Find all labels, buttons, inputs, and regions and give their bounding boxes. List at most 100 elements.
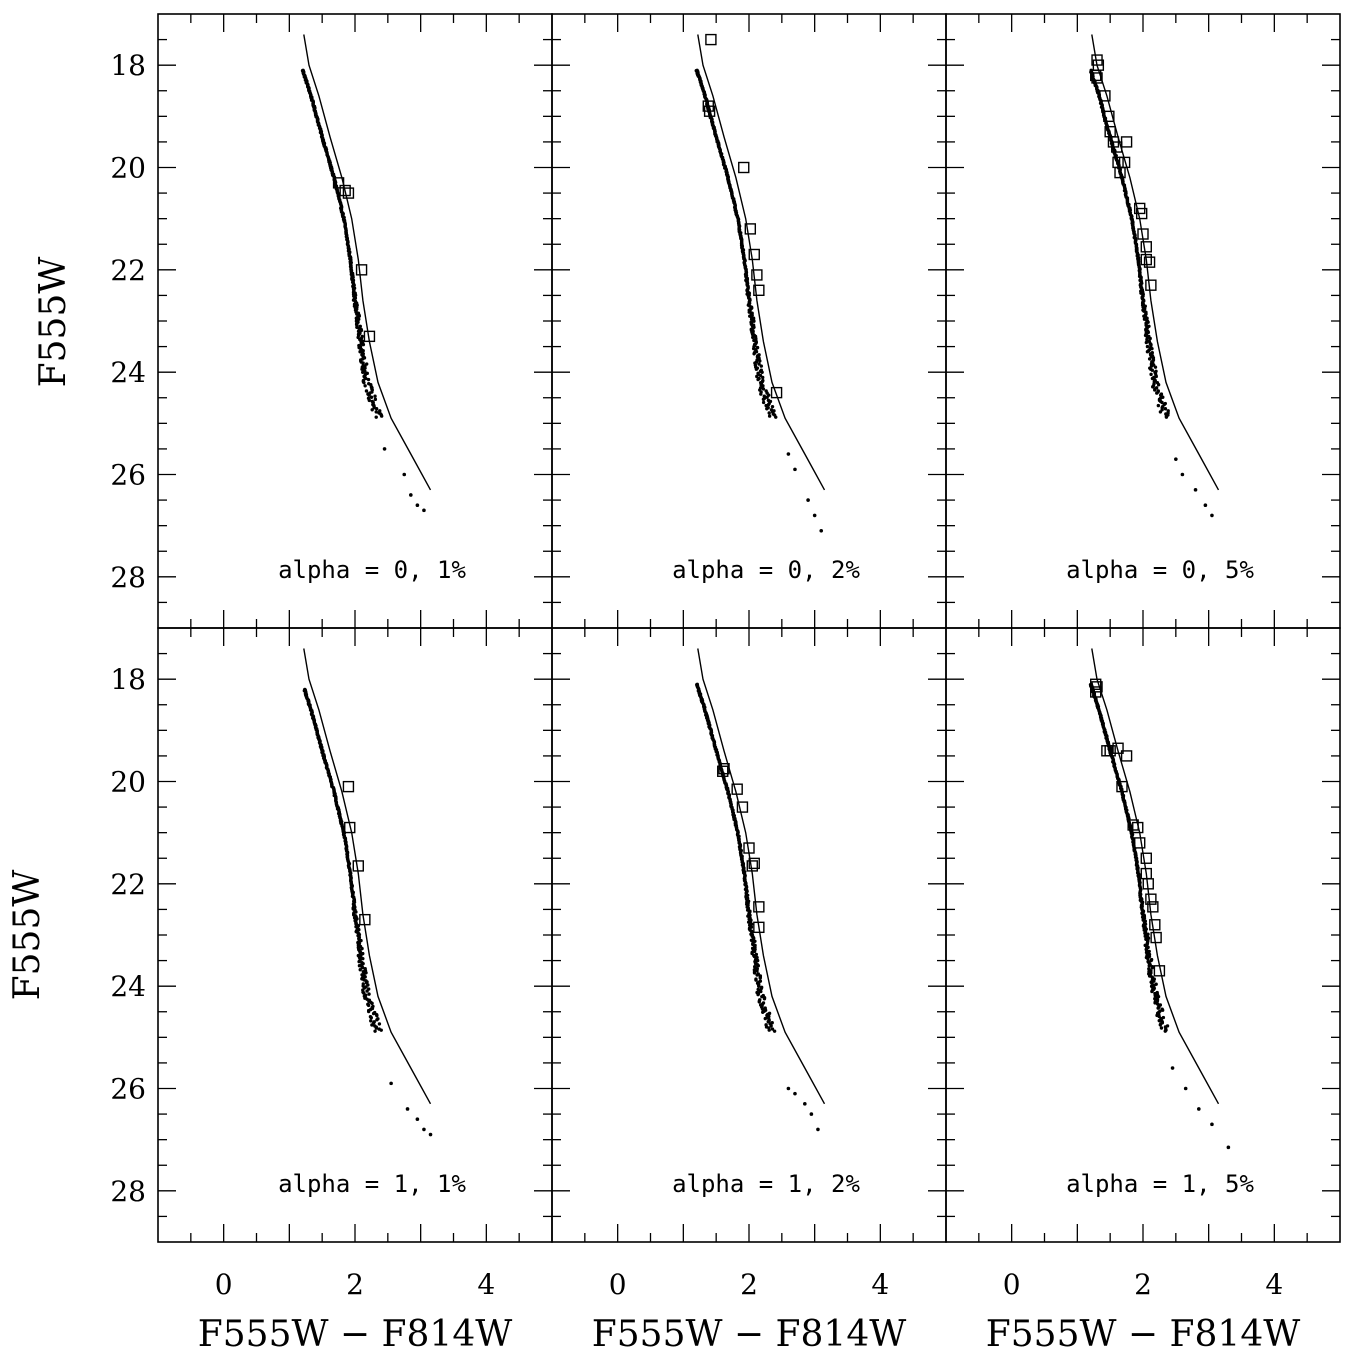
y-tick-label: 20	[110, 766, 146, 799]
star-point	[1164, 415, 1169, 419]
binary-square	[736, 801, 749, 813]
star-point	[361, 342, 366, 347]
x-tick-label: 4	[477, 1268, 495, 1301]
star-point	[1144, 340, 1149, 345]
panel-label: alpha = 1, 2%	[672, 1170, 860, 1198]
star-point	[765, 395, 769, 399]
star-point	[405, 1107, 410, 1111]
panel-label: alpha = 1, 1%	[278, 1170, 466, 1198]
star-point	[363, 384, 367, 388]
panel-frame	[157, 627, 553, 1243]
binary-square	[743, 842, 755, 854]
star-point	[357, 963, 362, 968]
star-point	[761, 400, 766, 405]
star-point	[754, 367, 759, 371]
star-point	[757, 984, 761, 989]
y-tick-label: 22	[110, 868, 146, 901]
star-point	[363, 975, 367, 979]
binary-square	[1145, 893, 1157, 905]
star-point	[1226, 1145, 1231, 1150]
star-point	[752, 954, 757, 959]
binary-square	[1090, 686, 1102, 698]
star-point	[365, 989, 369, 993]
star-point	[371, 1011, 376, 1016]
panel-frame	[945, 627, 1341, 1243]
binary-square	[1140, 241, 1152, 253]
star-point	[366, 1003, 371, 1008]
binary-square	[1150, 931, 1162, 944]
star-point	[367, 393, 371, 397]
x-tick-label: 2	[346, 1268, 364, 1301]
star-point	[793, 467, 797, 472]
star-point	[747, 310, 751, 314]
star-point	[765, 407, 769, 411]
axis-labels: F555W F555W F555W − F814W F555W − F814W …	[7, 257, 1300, 1355]
y-tick-label: 18	[110, 49, 146, 82]
star-point	[809, 1112, 814, 1116]
binary-square	[1090, 69, 1102, 82]
star-point	[752, 971, 757, 975]
binary-square	[1120, 750, 1133, 762]
star-point	[358, 968, 362, 972]
star-point	[1150, 966, 1155, 970]
star-point	[370, 1001, 374, 1006]
binary-square	[359, 913, 371, 926]
star-point	[422, 508, 426, 513]
star-point	[366, 377, 371, 382]
star-point	[758, 359, 762, 363]
star-point	[1158, 410, 1163, 414]
star-point	[757, 1000, 761, 1004]
y-tick-label: 20	[110, 152, 146, 185]
star-point	[1160, 1008, 1165, 1012]
star-point	[1160, 400, 1164, 405]
star-point	[415, 1117, 420, 1121]
binary-square	[738, 161, 750, 174]
star-point	[786, 1086, 791, 1091]
star-point	[770, 1027, 775, 1031]
binary-square	[1116, 780, 1128, 793]
star-point	[755, 973, 759, 977]
binary-square	[746, 860, 758, 872]
star-point	[373, 1029, 377, 1033]
star-point	[1150, 989, 1154, 994]
star-point	[367, 398, 371, 403]
star-point	[1150, 368, 1155, 372]
star-point	[364, 376, 368, 381]
star-point	[767, 414, 772, 418]
star-point	[362, 380, 366, 385]
binary-square	[748, 857, 760, 870]
star-point	[357, 959, 361, 964]
star-point	[1197, 1107, 1201, 1111]
x-tick-label: 4	[1265, 1268, 1283, 1301]
star-point	[379, 1028, 383, 1032]
star-point	[1180, 472, 1185, 477]
binary-square	[355, 264, 368, 276]
binary-square	[1137, 228, 1149, 240]
star-point	[374, 415, 378, 419]
star-point	[369, 1016, 373, 1020]
star-point	[759, 364, 764, 368]
star-point	[361, 370, 365, 375]
star-point	[1149, 372, 1153, 377]
y-tick-label: 18	[110, 663, 146, 696]
star-point	[756, 992, 760, 997]
y-axis-label-top: F555W	[33, 257, 74, 388]
star-point	[1163, 407, 1168, 411]
binary-square	[1149, 919, 1161, 931]
star-point	[793, 1091, 797, 1096]
star-point	[764, 403, 768, 408]
star-point	[366, 1009, 371, 1014]
y-tick-label: 26	[110, 1073, 146, 1106]
star-point	[761, 387, 766, 391]
binary-square	[1145, 279, 1157, 291]
y-tick-label: 28	[110, 561, 146, 594]
star-point	[402, 472, 407, 477]
star-point	[752, 352, 756, 356]
star-point	[759, 989, 763, 994]
x-tick-label: 0	[609, 1268, 627, 1301]
star-point	[772, 1029, 777, 1033]
isochrone-line	[1091, 648, 1220, 1105]
